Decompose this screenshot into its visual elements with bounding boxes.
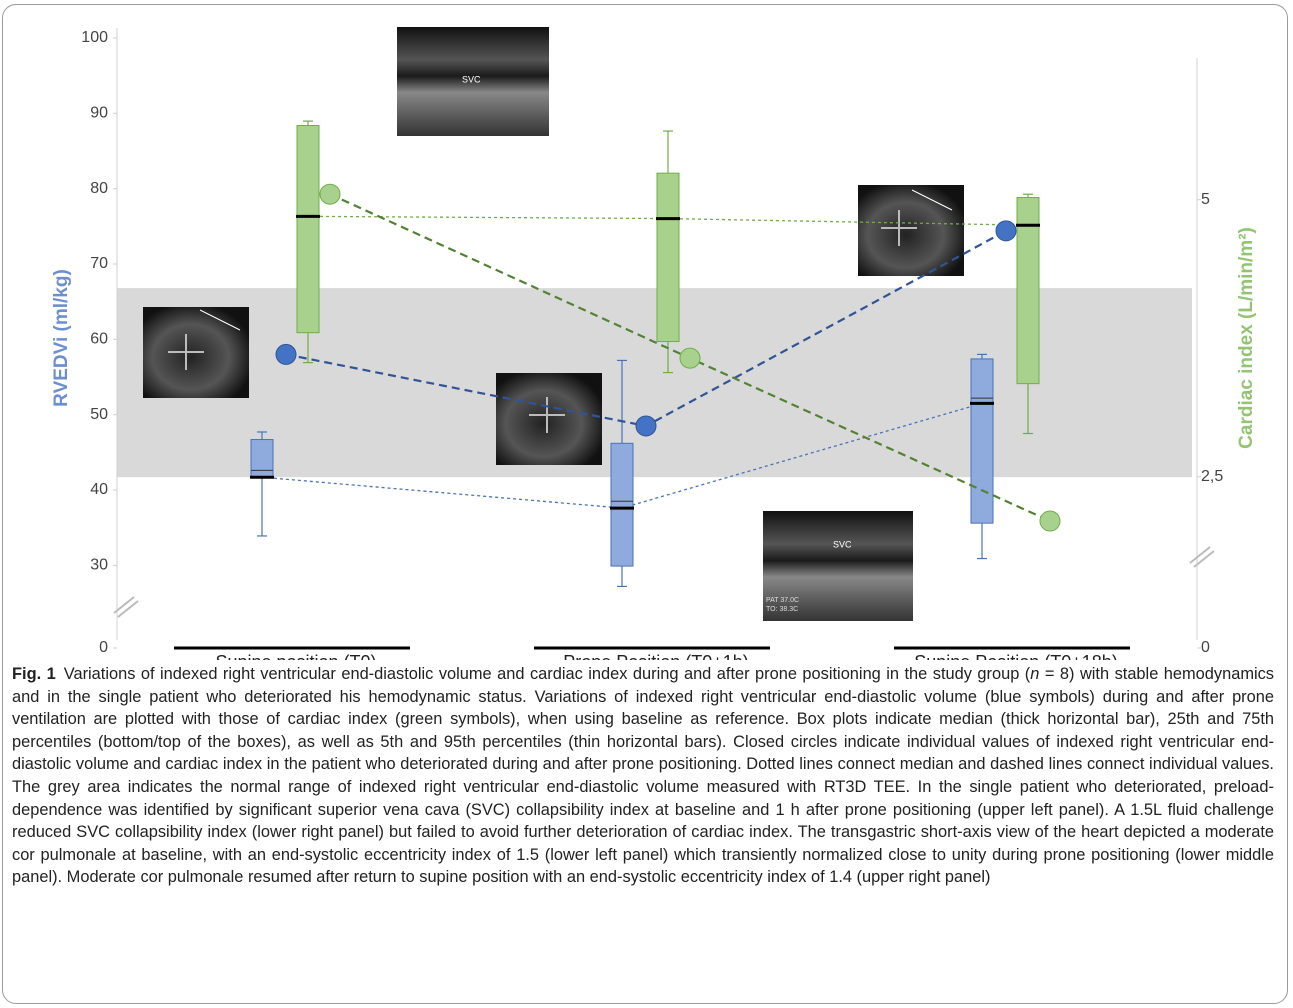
panel-note: TO: 38.3C [766, 606, 798, 613]
box [657, 173, 679, 341]
y-tick-label: 70 [90, 255, 108, 272]
panel-lower-middle [496, 373, 602, 465]
x-tick-label: Supine Position (T0+18h) [914, 652, 1118, 660]
y2-tick-label: 0 [1201, 639, 1210, 656]
box [611, 443, 633, 566]
y-tick-label: 30 [90, 557, 108, 574]
panel-lower-right: SVC PAT 37.0C TO: 38.3C [763, 511, 913, 621]
x-tick-label: Supine position (T0) [215, 652, 376, 660]
patient-point [276, 344, 296, 364]
patient-point [680, 348, 700, 368]
chart: SVC SVC PAT 37.0C TO: 38.3C RVEDVi (ml/k… [0, 0, 1293, 660]
panel-lower-left [143, 307, 249, 398]
caption: Fig. 1 Variations of indexed right ventri… [12, 663, 1274, 889]
y-tick-label: 0 [99, 639, 108, 656]
caption-text: Variations of indexed right ventricular … [64, 665, 1031, 683]
y-tick-label: 100 [81, 29, 108, 46]
patient-point [636, 416, 656, 436]
y-tick-label: 90 [90, 105, 108, 122]
panel-upper-right [858, 185, 964, 276]
page: {"chart_data": { "type": "box", "y_label… [0, 0, 1293, 1008]
x-tick-label: Prone Position (T0+1h) [563, 652, 749, 660]
box [971, 359, 993, 523]
panel-label: SVC [462, 74, 481, 84]
y2-tick-label: 5 [1201, 191, 1210, 208]
box [297, 126, 319, 333]
panel-top: SVC [397, 27, 549, 136]
y-tick-label: 60 [90, 331, 108, 348]
patient-point [996, 221, 1016, 241]
y2-tick-label: 2,5 [1201, 468, 1223, 485]
caption-label: Fig. 1 [12, 665, 56, 683]
panel-note: PAT 37.0C [766, 597, 799, 604]
y-axis-title: RVEDVi (ml/kg) [51, 269, 72, 407]
y-tick-label: 80 [90, 180, 108, 197]
y2-axis-title: Cardiac index (L/min/m²) [1236, 227, 1257, 449]
box [251, 440, 273, 478]
patient-point [320, 184, 340, 204]
y-tick-label: 50 [90, 406, 108, 423]
caption-text: = 8) with stable hemodynamics and in the… [12, 665, 1274, 886]
axis-break [1190, 547, 1214, 567]
y-tick-label: 40 [90, 481, 108, 498]
axis-break [114, 597, 138, 617]
patient-point [1040, 511, 1060, 531]
panel-label: SVC [833, 539, 852, 549]
